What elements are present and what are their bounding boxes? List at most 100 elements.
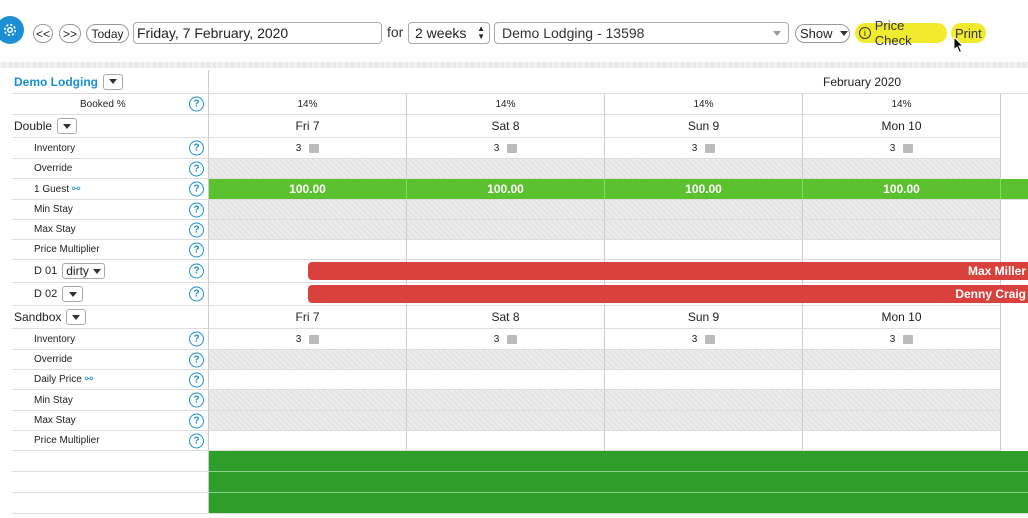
override-cell[interactable] (605, 159, 803, 179)
property-menu-dropdown[interactable] (103, 73, 123, 90)
min-stay-cell[interactable] (803, 200, 1001, 220)
inventory-cell[interactable]: 3 (407, 138, 605, 159)
multiplier-cell[interactable] (209, 240, 407, 260)
today-button[interactable]: Today (86, 24, 129, 43)
info-icon: i (859, 27, 871, 39)
help-icon[interactable]: ? (189, 286, 204, 302)
min-stay-cell[interactable] (605, 390, 803, 411)
help-icon[interactable]: ? (189, 352, 204, 367)
help-icon[interactable]: ? (189, 263, 204, 279)
inventory-cell[interactable]: 3 (209, 138, 407, 159)
price-cell[interactable]: 100.00 (803, 179, 1001, 200)
inventory-cell[interactable]: 3 (803, 329, 1001, 350)
price-check-button[interactable]: i Price Check (855, 18, 947, 48)
multiplier-cell[interactable] (209, 431, 407, 451)
row-label: Price Multiplier (34, 244, 100, 255)
multiplier-cell[interactable] (803, 240, 1001, 260)
override-cell[interactable] (209, 350, 407, 370)
help-icon[interactable]: ? (189, 413, 204, 428)
show-dropdown[interactable]: Show (795, 24, 850, 43)
row-label-cell: Min Stay? (12, 200, 209, 220)
multiplier-cell[interactable] (605, 431, 803, 451)
row-label: Price Multiplier (34, 435, 100, 446)
help-icon[interactable]: ? (189, 96, 204, 112)
bed-icon (309, 143, 320, 153)
max-stay-cell[interactable] (605, 411, 803, 431)
inventory-value: 3 (295, 333, 302, 345)
row-label: Min Stay (34, 204, 73, 215)
unit-block-bar[interactable] (209, 472, 1028, 493)
max-stay-cell[interactable] (407, 220, 605, 240)
caret-down-icon (109, 79, 117, 84)
unit-block-bar[interactable] (209, 451, 1028, 472)
print-button[interactable]: Print (951, 23, 986, 43)
property-select[interactable]: Demo Lodging - 13598 (494, 22, 789, 44)
multiplier-cell[interactable] (407, 431, 605, 451)
min-stay-cell[interactable] (209, 200, 407, 220)
unit-block-bar[interactable] (209, 493, 1028, 514)
unit-status-dropdown[interactable]: dirty (62, 263, 105, 279)
inventory-cell[interactable]: 3 (407, 329, 605, 350)
min-stay-cell[interactable] (605, 200, 803, 220)
help-icon[interactable]: ? (189, 222, 204, 237)
booking-bar[interactable]: Max Miller (308, 262, 1028, 280)
settings-gear-button[interactable] (0, 16, 24, 44)
min-stay-cell[interactable] (407, 200, 605, 220)
bed-icon (705, 334, 716, 344)
help-icon[interactable]: ? (189, 433, 204, 448)
override-cell[interactable] (407, 159, 605, 179)
period-select[interactable]: 2 weeks ▲ ▼ (408, 22, 490, 44)
price-cell[interactable]: 100.00 (209, 179, 407, 200)
max-stay-cell[interactable] (803, 220, 1001, 240)
inventory-cell[interactable]: 3 (605, 329, 803, 350)
price-cell[interactable]: 100.00 (407, 179, 605, 200)
override-cell[interactable] (407, 350, 605, 370)
help-icon[interactable]: ? (189, 161, 204, 176)
max-stay-cell[interactable] (605, 220, 803, 240)
help-icon[interactable]: ? (189, 202, 204, 217)
override-cell[interactable] (803, 159, 1001, 179)
override-cell[interactable] (803, 350, 1001, 370)
help-icon[interactable]: ? (189, 331, 204, 347)
room-type-menu-dropdown[interactable] (57, 118, 78, 134)
prev-period-button[interactable]: << (33, 24, 53, 43)
price-cell[interactable] (209, 370, 407, 390)
max-stay-cell[interactable] (407, 411, 605, 431)
price-cell[interactable] (803, 370, 1001, 390)
multiplier-cell[interactable] (605, 240, 803, 260)
inventory-cell[interactable]: 3 (605, 138, 803, 159)
price-cell-overflow[interactable] (1001, 179, 1028, 200)
inventory-row: Inventory? 3 3 3 3 (12, 329, 1028, 350)
help-icon[interactable]: ? (189, 140, 204, 156)
min-stay-cell[interactable] (209, 390, 407, 411)
min-stay-cell[interactable] (407, 390, 605, 411)
multiplier-cell[interactable] (803, 431, 1001, 451)
help-icon[interactable]: ? (189, 242, 204, 257)
max-stay-cell[interactable] (209, 220, 407, 240)
override-cell[interactable] (209, 159, 407, 179)
help-icon[interactable]: ? (189, 392, 204, 408)
booking-bar[interactable]: Denny Craig (308, 285, 1028, 303)
inventory-cell[interactable]: 3 (209, 329, 407, 350)
override-row: Override? (12, 159, 1028, 179)
property-name[interactable]: Demo Lodging (14, 74, 98, 89)
unit-status-dropdown[interactable] (62, 286, 84, 302)
price-cell[interactable]: 100.00 (605, 179, 803, 200)
price-cell[interactable] (407, 370, 605, 390)
row-label-cell: Min Stay? (12, 390, 209, 411)
max-stay-cell[interactable] (209, 411, 407, 431)
guest-price-row: 1 Guest ⚯? 100.00 100.00 100.00 100.00 (12, 179, 1028, 200)
help-icon[interactable]: ? (189, 372, 204, 387)
next-period-button[interactable]: >> (59, 24, 81, 43)
row-label-cell: Max Stay? (12, 411, 209, 431)
room-type-menu-dropdown[interactable] (66, 309, 87, 325)
price-cell[interactable] (605, 370, 803, 390)
override-cell[interactable] (605, 350, 803, 370)
date-input[interactable]: Friday, 7 February, 2020 (133, 22, 382, 44)
min-stay-cell[interactable] (803, 390, 1001, 411)
max-stay-cell[interactable] (803, 411, 1001, 431)
day-header: Mon 10 (803, 115, 1001, 138)
help-icon[interactable]: ? (189, 181, 204, 197)
inventory-cell[interactable]: 3 (803, 138, 1001, 159)
multiplier-cell[interactable] (407, 240, 605, 260)
